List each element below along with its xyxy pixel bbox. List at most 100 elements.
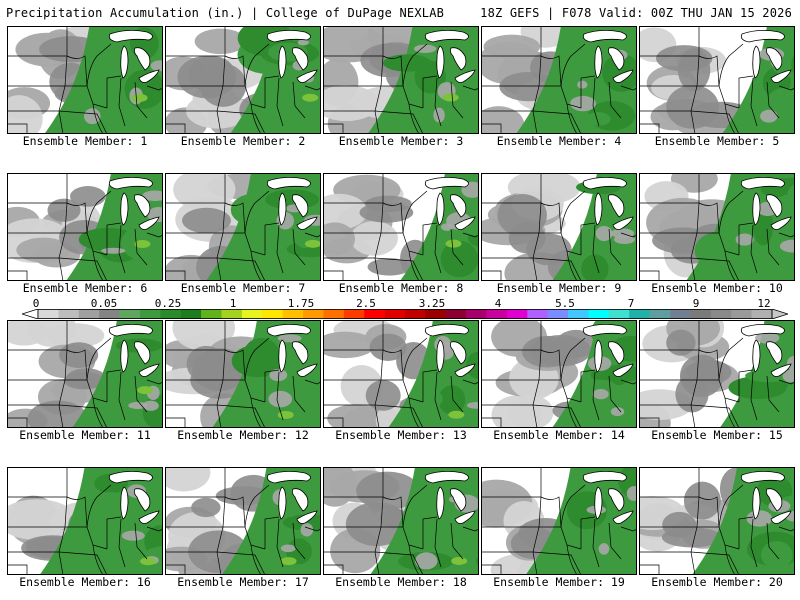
- colorbar-swatch: [160, 309, 182, 319]
- ensemble-member-caption: Ensemble Member: 9: [496, 281, 622, 295]
- ensemble-map-8: [323, 173, 479, 281]
- ensemble-member-caption: Ensemble Member: 18: [335, 575, 467, 589]
- colorbar-tick-label: 12: [757, 297, 771, 310]
- ensemble-map-14: [481, 320, 637, 428]
- colorbar-swatch: [303, 309, 324, 319]
- colorbar-tick-label: 7: [627, 297, 635, 310]
- colorbar-swatch: [343, 309, 365, 319]
- ensemble-member-caption: Ensemble Member: 17: [177, 575, 309, 589]
- colorbar-swatch: [262, 309, 283, 319]
- precipitation-colorbar: [22, 309, 788, 319]
- ensemble-map-17: [165, 467, 321, 575]
- colorbar-tick-label: 9: [692, 297, 700, 310]
- ensemble-member-caption: Ensemble Member: 19: [493, 575, 625, 589]
- ensemble-map-13: [323, 320, 479, 428]
- colorbar-swatch: [466, 309, 487, 319]
- ensemble-panel: [639, 467, 795, 575]
- ensemble-panel: [323, 467, 479, 575]
- colorbar-swatch: [405, 309, 426, 319]
- ensemble-panel: [481, 467, 637, 575]
- ensemble-panel: [323, 173, 479, 281]
- colorbar-tick-label: 4: [494, 297, 502, 310]
- page-title: Precipitation Accumulation (in.) | Colle…: [6, 6, 445, 20]
- colorbar-tick-label: 1.75: [287, 297, 315, 310]
- ensemble-member-caption: Ensemble Member: 3: [338, 134, 464, 148]
- ensemble-member-caption: Ensemble Member: 6: [22, 281, 148, 295]
- ensemble-member-caption: Ensemble Member: 11: [19, 428, 151, 442]
- ensemble-member-caption: Ensemble Member: 12: [177, 428, 309, 442]
- colorbar-swatch: [221, 309, 243, 319]
- colorbar-tick-label: 1: [229, 297, 237, 310]
- colorbar-tick-label: 2.5: [356, 297, 376, 310]
- ensemble-panel: [7, 467, 163, 575]
- ensemble-map-12: [165, 320, 321, 428]
- colorbar-left-arrow: [22, 309, 39, 319]
- ensemble-map-5: [639, 26, 795, 134]
- colorbar-tick-label: 0: [32, 297, 40, 310]
- colorbar-swatch: [649, 309, 671, 319]
- colorbar-swatch: [180, 309, 202, 319]
- ensemble-panel: [165, 173, 321, 281]
- ensemble-map-1: [7, 26, 163, 134]
- colorbar-swatch: [486, 309, 508, 319]
- colorbar-swatch: [119, 309, 141, 319]
- ensemble-member-caption: Ensemble Member: 4: [496, 134, 622, 148]
- colorbar-right-arrow: [771, 309, 788, 319]
- colorbar-tick-label: 3.25: [418, 297, 446, 310]
- colorbar-swatch: [588, 309, 610, 319]
- colorbar-tick-label: 5.5: [555, 297, 575, 310]
- colorbar-swatch: [608, 309, 630, 319]
- ensemble-panel: [165, 467, 321, 575]
- ensemble-panel: [481, 26, 637, 134]
- colorbar-swatch: [241, 309, 263, 319]
- ensemble-panel: [165, 26, 321, 134]
- colorbar-swatch: [38, 309, 59, 319]
- colorbar-swatch: [670, 309, 691, 319]
- ensemble-panel: [7, 26, 163, 134]
- ensemble-map-11: [7, 320, 163, 428]
- colorbar-swatch: [364, 309, 385, 319]
- ensemble-map-9: [481, 173, 637, 281]
- ensemble-panel: [639, 26, 795, 134]
- ensemble-panel: [7, 173, 163, 281]
- colorbar-swatch: [58, 309, 80, 319]
- colorbar-tick-label: 0.05: [90, 297, 118, 310]
- ensemble-member-caption: Ensemble Member: 8: [338, 281, 464, 295]
- ensemble-map-16: [7, 467, 163, 575]
- ensemble-member-caption: Ensemble Member: 20: [651, 575, 783, 589]
- ensemble-member-caption: Ensemble Member: 16: [19, 575, 151, 589]
- colorbar-swatch: [323, 309, 345, 319]
- ensemble-map-2: [165, 26, 321, 134]
- colorbar-swatch: [629, 309, 650, 319]
- ensemble-member-caption: Ensemble Member: 14: [493, 428, 625, 442]
- ensemble-member-caption: Ensemble Member: 1: [22, 134, 148, 148]
- model-run-info: 18Z GEFS | F078 Valid: 00Z THU JAN 15 20…: [480, 6, 792, 20]
- ensemble-member-caption: Ensemble Member: 5: [654, 134, 780, 148]
- colorbar-swatch: [527, 309, 549, 319]
- ensemble-map-7: [165, 173, 321, 281]
- ensemble-member-caption: Ensemble Member: 7: [180, 281, 306, 295]
- ensemble-map-19: [481, 467, 637, 575]
- ensemble-member-caption: Ensemble Member: 15: [651, 428, 783, 442]
- ensemble-map-4: [481, 26, 637, 134]
- ensemble-map-6: [7, 173, 163, 281]
- colorbar-swatch: [751, 309, 773, 319]
- ensemble-member-caption: Ensemble Member: 2: [180, 134, 306, 148]
- colorbar-swatch: [99, 309, 120, 319]
- ensemble-map-10: [639, 173, 795, 281]
- ensemble-panel: [639, 320, 795, 428]
- colorbar-swatch: [506, 309, 528, 319]
- ensemble-panel: [323, 26, 479, 134]
- colorbar-swatch: [445, 309, 467, 319]
- colorbar-tick-label: 0.25: [154, 297, 182, 310]
- ensemble-panel: [639, 173, 795, 281]
- colorbar-swatch: [282, 309, 304, 319]
- ensemble-map-15: [639, 320, 795, 428]
- colorbar-swatch: [139, 309, 161, 319]
- ensemble-member-caption: Ensemble Member: 10: [651, 281, 783, 295]
- colorbar-swatch: [78, 309, 100, 319]
- colorbar-swatch: [568, 309, 589, 319]
- colorbar-swatch: [731, 309, 752, 319]
- ensemble-map-20: [639, 467, 795, 575]
- colorbar-swatch: [201, 309, 222, 319]
